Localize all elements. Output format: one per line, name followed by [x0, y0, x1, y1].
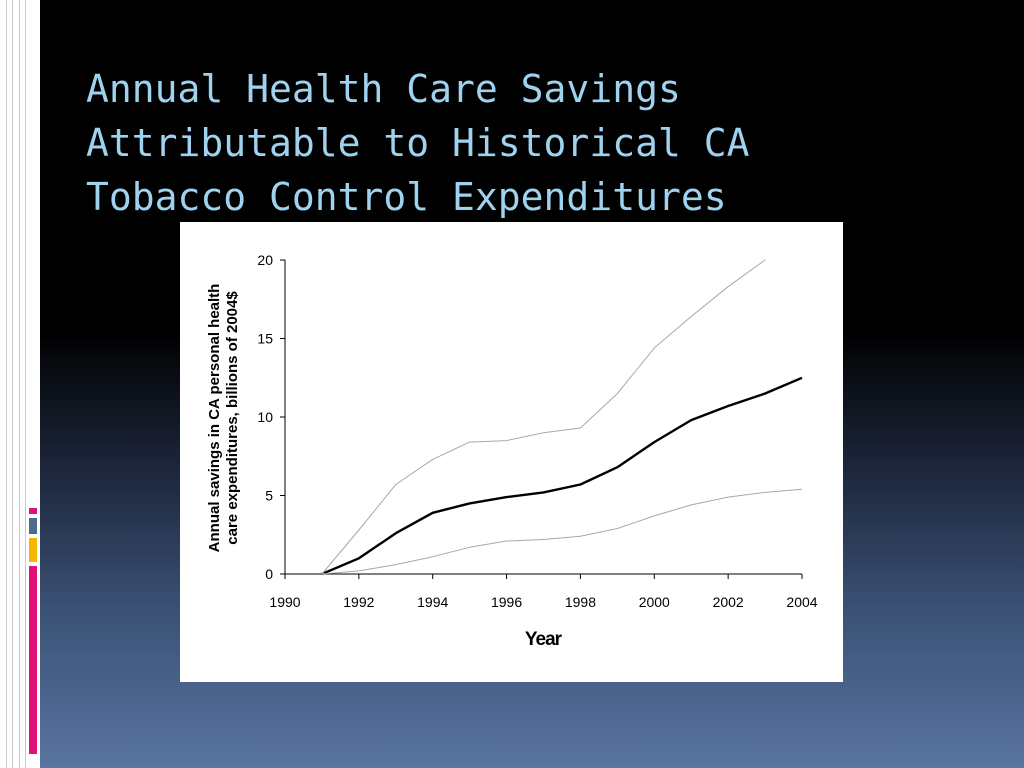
x-axis-label: Year — [525, 629, 563, 650]
y-tick-label: 10 — [257, 409, 273, 425]
x-tick-label: 1996 — [491, 594, 522, 610]
chart-labels: Year Annual savings in CA personal healt… — [206, 284, 564, 650]
x-tick-label: 1992 — [343, 594, 374, 610]
title-line: Tobacco Control Expenditures — [86, 175, 727, 219]
x-tick-label: 2002 — [713, 594, 744, 610]
strip-line — [19, 0, 20, 768]
x-tick-label: 1998 — [565, 594, 596, 610]
x-tick-label: 2004 — [786, 594, 817, 610]
strip-line — [25, 0, 26, 768]
left-decorative-strip — [0, 0, 40, 768]
x-tick-label: 1994 — [417, 594, 448, 610]
slide-title: Annual Health Care Savings Attributable … — [86, 62, 846, 224]
chart-axes: 0 5 10 15 20 1990 1992 1994 1996 1998 2000 2002 2004 — [257, 252, 817, 610]
title-line: Attributable to Historical CA — [86, 121, 750, 165]
y-axis-label-line-2: care expenditures, billions of 2004$ — [224, 291, 241, 545]
accent-bar-yellow — [29, 538, 37, 562]
y-tick-label: 5 — [265, 488, 273, 504]
series-line-lower — [321, 488, 803, 575]
x-tick-label: 2000 — [639, 594, 670, 610]
y-axis-label-line-1: Annual savings in CA personal health — [206, 284, 223, 553]
y-tick-label: 0 — [265, 566, 273, 582]
strip-line — [12, 0, 13, 768]
series-line-upper — [321, 259, 766, 575]
accent-bar-blue — [29, 518, 37, 534]
y-tick-label: 20 — [257, 252, 273, 268]
accent-bar-pink — [29, 566, 37, 754]
series-line-estimate — [321, 376, 803, 576]
y-tick-label: 15 — [257, 331, 273, 347]
chart-panel: 0 5 10 15 20 1990 1992 1994 1996 1998 2000 2002 2004… — [180, 222, 843, 682]
accent-bar-pink-small — [29, 508, 37, 514]
x-tick-label: 1990 — [269, 594, 300, 610]
title-line: Annual Health Care Savings — [86, 67, 681, 111]
chart-series — [321, 259, 803, 576]
line-chart: 0 5 10 15 20 1990 1992 1994 1996 1998 2000 2002 2004… — [206, 252, 818, 650]
strip-line — [6, 0, 7, 768]
